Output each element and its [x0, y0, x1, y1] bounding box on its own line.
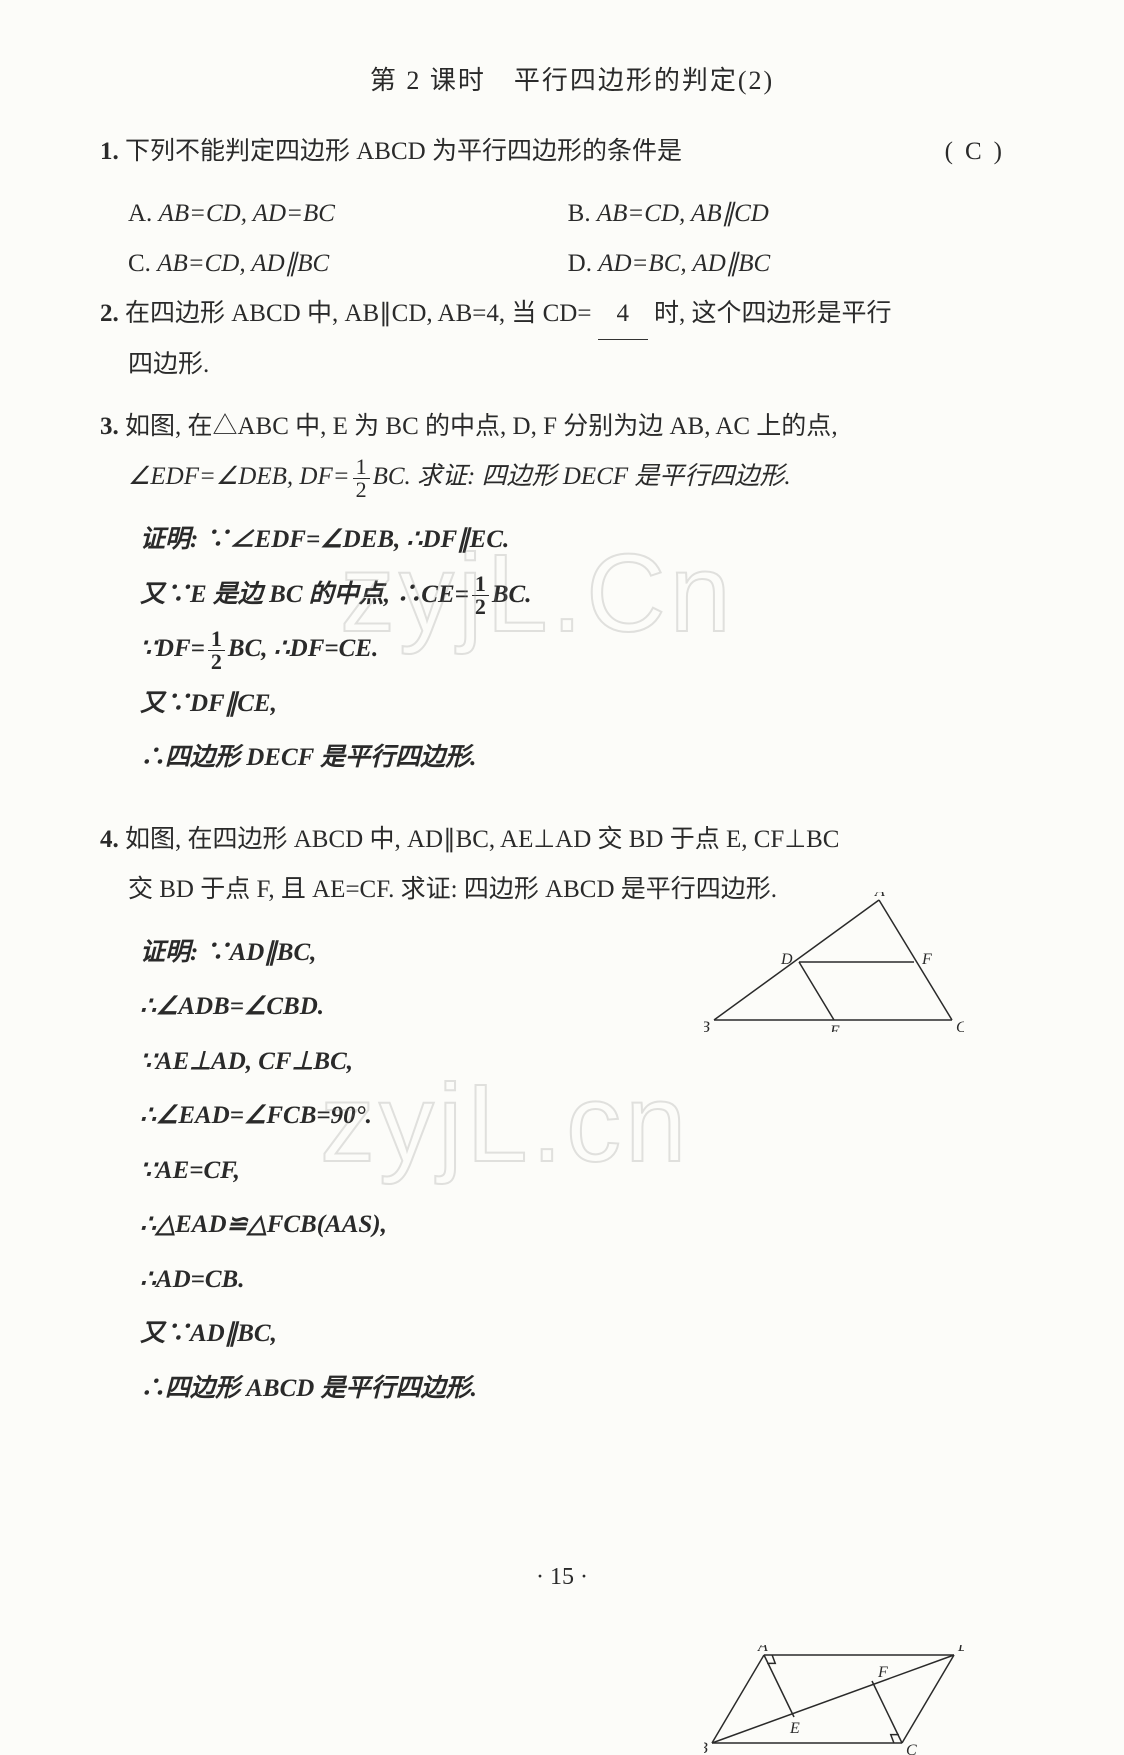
- q2-num: 2.: [100, 300, 119, 327]
- optA-label: A.: [128, 200, 152, 227]
- svg-text:A: A: [757, 1645, 768, 1655]
- frac-half-1: 12: [353, 456, 370, 501]
- q3-p2a: 又∵E 是边 BC 的中点, ∴CE=: [140, 581, 469, 608]
- q4-p4: ∴∠EAD=∠FCB=90°.: [140, 1090, 1044, 1143]
- frac-den: 2: [353, 479, 370, 501]
- q4-figure: A D B C E F: [704, 1645, 964, 1755]
- q2-part3: 四边形.: [128, 351, 209, 378]
- q3-stem2b: BC. 求证: 四边形 DECF 是平行四边形.: [373, 463, 791, 490]
- frac-half-2: 12: [472, 573, 489, 618]
- optD-label: D.: [568, 250, 592, 277]
- q4-stem1: 如图, 在四边形 ABCD 中, AD∥BC, AE⊥AD 交 BD 于点 E,…: [125, 826, 839, 853]
- q1-options: A. AB=CD, AD=BC B. AB=CD, AB∥CD C. AB=CD…: [128, 189, 1044, 289]
- q3-p3b: BC, ∴DF=CE.: [228, 635, 378, 662]
- problem-3: 3. 如图, 在△ABC 中, E 为 BC 的中点, D, F 分别为边 AB…: [100, 402, 1044, 502]
- q4-stem2: 交 BD 于点 F, 且 AE=CF. 求证: 四边形 ABCD 是平行四边形.: [128, 876, 777, 903]
- q1-stem: 下列不能判定四边形 ABCD 为平行四边形的条件是: [125, 138, 682, 165]
- page-title: 第 2 课时 平行四边形的判定(2): [100, 60, 1044, 97]
- q3-p2: 又∵E 是边 BC 的中点, ∴CE=12BC.: [140, 569, 1044, 622]
- q4-p3: ∵AE⊥AD, CF⊥BC,: [140, 1036, 1044, 1089]
- optB-text: AB=CD, AB∥CD: [597, 200, 769, 227]
- q2-blank: 4: [598, 289, 648, 340]
- frac-half-3: 12: [208, 628, 225, 673]
- q1-answer-paren: (C): [945, 127, 1014, 177]
- optC-text: AB=CD, AD∥BC: [157, 250, 329, 277]
- q3-p3: ∵DF=12BC, ∴DF=CE.: [140, 623, 1044, 676]
- problem-2: 2. 在四边形 ABCD 中, AB∥CD, AB=4, 当 CD= 4 时, …: [100, 289, 1044, 390]
- q3-p1: 证明: ∵∠EDF=∠DEB, ∴DF∥EC.: [140, 514, 1044, 567]
- q1-answer: C: [965, 138, 994, 165]
- svg-text:D: D: [957, 1645, 964, 1655]
- optB-label: B.: [568, 200, 591, 227]
- q4-p2: ∴∠ADB=∠CBD.: [140, 981, 1044, 1034]
- q4-p1: 证明: ∵AD∥BC,: [140, 927, 1044, 980]
- frac-den2: 2: [472, 596, 489, 618]
- q1-optA: A. AB=CD, AD=BC: [128, 189, 568, 239]
- problem-1: 1. 下列不能判定四边形 ABCD 为平行四边形的条件是 (C): [100, 127, 1044, 177]
- q3-p5: ∴四边形 DECF 是平行四边形.: [140, 732, 1044, 785]
- frac-num3: 1: [208, 628, 225, 651]
- q1-optD: D. AD=BC, AD∥BC: [568, 239, 1008, 289]
- q2-part2: 时, 这个四边形是平行: [654, 300, 892, 327]
- frac-den3: 2: [208, 651, 225, 673]
- optD-text: AD=BC, AD∥BC: [598, 250, 770, 277]
- svg-text:F: F: [877, 1664, 888, 1681]
- paren-left: (: [945, 138, 965, 165]
- q2-part1: 在四边形 ABCD 中, AB∥CD, AB=4, 当 CD=: [125, 300, 591, 327]
- q3-stem2a: ∠EDF=∠DEB, DF=: [128, 463, 350, 490]
- q3-stem2: ∠EDF=∠DEB, DF=12BC. 求证: 四边形 DECF 是平行四边形.: [128, 463, 791, 490]
- q1-num: 1.: [100, 138, 119, 165]
- q3-p3a: ∵DF=: [140, 635, 205, 662]
- q1-optB: B. AB=CD, AB∥CD: [568, 189, 1008, 239]
- q3-stem1: 如图, 在△ABC 中, E 为 BC 的中点, D, F 分别为边 AB, A…: [125, 413, 838, 440]
- q3-p2b: BC.: [492, 581, 532, 608]
- q4-p8: 又∵AD∥BC,: [140, 1308, 1044, 1361]
- svg-text:B: B: [704, 1740, 708, 1755]
- optC-label: C.: [128, 250, 151, 277]
- q3-num: 3.: [100, 413, 119, 440]
- q1-optC: C. AB=CD, AD∥BC: [128, 239, 568, 289]
- q3-proof: 证明: ∵∠EDF=∠DEB, ∴DF∥EC. 又∵E 是边 BC 的中点, ∴…: [140, 514, 1044, 785]
- q4-p5: ∵AE=CF,: [140, 1145, 1044, 1198]
- problem-4: 4. 如图, 在四边形 ABCD 中, AD∥BC, AE⊥AD 交 BD 于点…: [100, 815, 1044, 915]
- paren-right: ): [994, 138, 1014, 165]
- q4-p9: ∴四边形 ABCD 是平行四边形.: [140, 1363, 1044, 1416]
- q4-p7: ∴AD=CB.: [140, 1254, 1044, 1307]
- q4-p6: ∴△EAD≌△FCB(AAS),: [140, 1199, 1044, 1252]
- frac-num: 1: [353, 456, 370, 479]
- page-number: · 15 ·: [0, 1564, 1124, 1591]
- svg-text:C: C: [906, 1742, 917, 1755]
- q3-p4: 又∵DF∥CE,: [140, 678, 1044, 731]
- q4-proof: 证明: ∵AD∥BC, ∴∠ADB=∠CBD. ∵AE⊥AD, CF⊥BC, ∴…: [140, 927, 1044, 1416]
- svg-text:E: E: [789, 1720, 800, 1737]
- optA-text: AB=CD, AD=BC: [159, 200, 335, 227]
- q4-num: 4.: [100, 826, 119, 853]
- frac-num2: 1: [472, 573, 489, 596]
